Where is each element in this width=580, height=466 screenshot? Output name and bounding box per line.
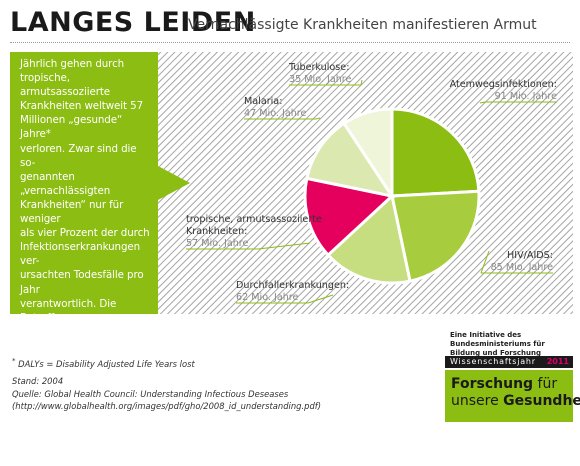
badge-bar: Wissenschaftsjahr 2011 xyxy=(445,356,573,368)
badge-initiative-text: Eine Initiative des Bundesministeriums f… xyxy=(450,331,545,357)
label-leader-line xyxy=(480,250,490,274)
intro-line: nen leiden aber oft jahrelang xyxy=(20,325,116,352)
pie-slice xyxy=(303,176,396,258)
source-block: Stand: 2004 Quelle: Global Health Counci… xyxy=(12,375,321,413)
intro-line: verantwortlich. Die Betroffe- xyxy=(20,297,117,324)
label-leader-line xyxy=(360,79,363,86)
intro-line: Infektionserkrankungen ver- xyxy=(20,241,141,268)
badge-forschung: Forschung xyxy=(451,376,534,392)
badge-unsere: unsere xyxy=(451,393,504,409)
pie-slices xyxy=(303,107,481,285)
footnote: * DALYs = Disability Adjusted Life Years… xyxy=(12,357,195,369)
intro-line: Krankheiten“ nur für weniger xyxy=(20,198,124,226)
source-quelle: Quelle: Global Health Council: Understan… xyxy=(12,388,289,399)
wissenschaftsjahr-badge: Eine Initiative des Bundesministeriums f… xyxy=(445,328,580,422)
intro-line: dadurch an einem sozialen xyxy=(20,424,112,451)
pie-chart: Atemwegsinfektionen:91 Mio. Jahre HIV/AID… xyxy=(158,52,573,314)
header-divider xyxy=(10,42,570,43)
slice-label: Tuberkulose: xyxy=(288,62,349,73)
pie-slice xyxy=(325,193,412,285)
footnote-marker: * xyxy=(12,357,16,365)
pie-slice xyxy=(390,189,481,283)
label-leader-line xyxy=(257,242,311,250)
badge-fuer: für xyxy=(533,376,558,392)
label-leader-line xyxy=(315,117,321,120)
intro-line: an den Symptomen, sind in xyxy=(20,353,147,381)
pie-labels: Atemwegsinfektionen:91 Mio. Jahre HIV/AID… xyxy=(186,62,558,304)
slice-value-label: 57 Mio. Jahre xyxy=(186,238,249,249)
label-leader-line xyxy=(307,294,334,304)
intro-line: als vier Prozent der durch xyxy=(20,227,150,240)
slice-value-label: 91 Mio. Jahre xyxy=(495,91,558,102)
intro-line: Krankheiten weltweit 57 xyxy=(20,100,144,113)
slice-value-label: 47 Mio. Jahre xyxy=(244,108,307,119)
intro-line: tropische, armutsassoziierte xyxy=(20,72,111,99)
intro-line: genannten „vernachlässigten xyxy=(20,170,111,197)
intro-line: ihrem Alltag beeinträchtigt xyxy=(20,382,92,409)
badge-year: 2011 xyxy=(546,357,569,366)
badge-motto: Forschung für unsere Gesundheit xyxy=(445,370,580,422)
source-url: (http://www.globalhealth.org/images/pdf/… xyxy=(12,401,321,411)
slice-value-label: 62 Mio. Jahre xyxy=(236,292,299,303)
label-leader-line xyxy=(479,101,486,104)
intro-box: Jährlich gehen durch tropische, armutsass… xyxy=(10,52,158,465)
intro-line: verloren. Zwar sind die so- xyxy=(20,142,137,169)
intro-line: Millionen „gesunde“ Jahre* xyxy=(20,114,123,141)
slice-value-label: 35 Mio. Jahre xyxy=(289,74,352,85)
footnote-text: DALYs = Disability Adjusted Life Years l… xyxy=(18,358,195,369)
page-title: LANGES LEIDEN xyxy=(10,7,256,38)
intro-line: Jährlich gehen durch xyxy=(20,58,125,70)
slice-label: tropische, armutsassoziierte xyxy=(186,214,322,225)
badge-header: Eine Initiative des Bundesministeriums f… xyxy=(445,328,573,357)
slice-label: Atemwegsinfektionen: xyxy=(450,79,557,90)
source-stand: Stand: 2004 xyxy=(12,376,64,386)
pie-slice xyxy=(390,107,481,198)
slice-label: Malaria: xyxy=(244,96,282,107)
badge-gesundheit: Gesundheit xyxy=(503,393,580,409)
slice-label: Durchfallerkrankungen: xyxy=(236,280,349,291)
page-subtitle: Vernachlässigte Krankheiten manifestiere… xyxy=(188,17,537,33)
intro-line: Aufstieg gehindert. xyxy=(20,452,117,465)
intro-line: und werden nicht zuletzt xyxy=(20,410,146,423)
pie-slice xyxy=(342,107,394,201)
slice-label: Krankheiten: xyxy=(186,226,247,237)
slice-value-label: 85 Mio. Jahre xyxy=(491,262,554,273)
slice-label: HIV/AIDS: xyxy=(507,250,553,261)
header: LANGES LEIDEN Vernachlässigte Krankheite… xyxy=(10,8,570,42)
intro-line: ursachten Todesfälle pro Jahr xyxy=(20,269,144,296)
badge-wissenschaftsjahr: Wissenschaftsjahr xyxy=(450,357,536,366)
